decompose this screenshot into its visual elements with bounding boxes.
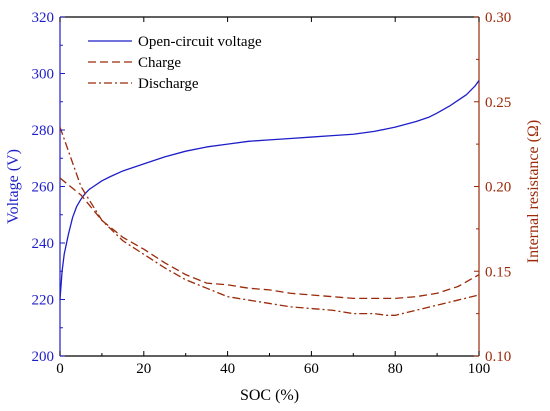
right-y-tick-label: 0.20 bbox=[485, 180, 511, 196]
x-tick-label: 60 bbox=[304, 361, 319, 377]
right-y-tick-label: 0.10 bbox=[485, 349, 511, 365]
x-axis-title: SOC (%) bbox=[240, 387, 299, 404]
series-layer bbox=[59, 80, 480, 316]
x-tick-label: 80 bbox=[388, 361, 403, 377]
legend-label: Open-circuit voltage bbox=[138, 34, 262, 50]
series-line-discharge bbox=[59, 126, 480, 316]
x-tick-label: 20 bbox=[136, 361, 151, 377]
left-y-tick-label: 220 bbox=[32, 293, 55, 309]
series-line-open-circuit-voltage bbox=[59, 80, 480, 300]
legend: Open-circuit voltage Charge Discharge bbox=[88, 34, 262, 92]
left-y-tick-label: 300 bbox=[32, 67, 55, 83]
x-tick-label: 40 bbox=[220, 361, 235, 377]
x-tick-label: 100 bbox=[468, 361, 491, 377]
right-y-axis-title: Internal resistance (Ω) bbox=[525, 120, 542, 263]
x-tick-label: 0 bbox=[56, 361, 64, 377]
left-y-tick-label: 320 bbox=[32, 10, 55, 26]
left-y-tick-label: 260 bbox=[32, 180, 55, 196]
right-y-tick-label: 0.15 bbox=[485, 264, 511, 280]
left-y-tick-label: 200 bbox=[32, 349, 55, 365]
ticks-layer: 0 20 40 60 80 100 200 220 240 260 280 300 320 0.10 0.1… bbox=[32, 10, 512, 377]
right-y-tick-label: 0.30 bbox=[485, 10, 511, 26]
left-y-tick-label: 240 bbox=[32, 236, 55, 252]
series-line-charge bbox=[59, 177, 480, 300]
legend-label: Charge bbox=[138, 55, 181, 71]
right-y-tick-label: 0.25 bbox=[485, 95, 511, 111]
plot-frame bbox=[59, 16, 480, 357]
left-y-tick-label: 280 bbox=[32, 123, 55, 139]
legend-label: Discharge bbox=[138, 76, 199, 92]
left-y-axis-title: Voltage (V) bbox=[5, 149, 22, 224]
